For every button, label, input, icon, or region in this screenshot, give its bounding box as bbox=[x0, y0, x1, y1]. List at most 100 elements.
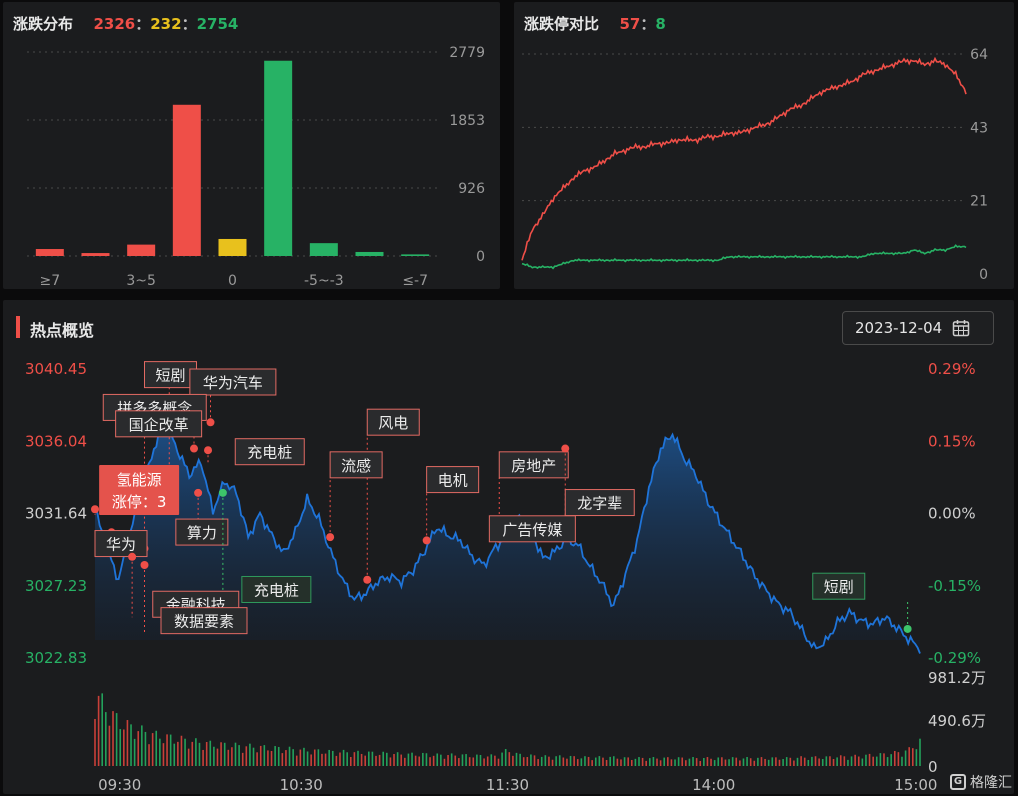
event-label: 氢能源 bbox=[117, 471, 162, 489]
volume-bar bbox=[285, 750, 287, 766]
volume-bar bbox=[627, 757, 629, 766]
volume-bar bbox=[829, 756, 831, 766]
dist-xtick: ≤-7 bbox=[402, 273, 428, 289]
volume-bar bbox=[393, 754, 395, 766]
volume-bar bbox=[476, 754, 478, 766]
volume-bar bbox=[429, 757, 431, 766]
volume-bar bbox=[850, 756, 853, 766]
volume-bar bbox=[231, 747, 233, 766]
volume-bar bbox=[735, 757, 738, 766]
volume-bar bbox=[540, 756, 543, 766]
volume-bar bbox=[659, 760, 662, 766]
volume-bar bbox=[883, 753, 885, 766]
volume-bar bbox=[537, 759, 539, 766]
volume-bar bbox=[472, 757, 475, 766]
dist-ytick: 2779 bbox=[449, 45, 485, 61]
volume-bar bbox=[432, 755, 435, 766]
volume-bar bbox=[317, 749, 320, 766]
volume-bar bbox=[857, 756, 860, 766]
volume-bar bbox=[724, 759, 727, 766]
event-label: 风电 bbox=[378, 414, 408, 432]
volume-bar bbox=[764, 758, 766, 766]
volume-bar bbox=[177, 741, 179, 766]
volume-bar bbox=[580, 758, 583, 766]
event-label: 龙字辈 bbox=[577, 495, 622, 513]
event-box bbox=[329, 451, 383, 479]
rise-fall-title: 涨跌分布 2326：232：2754 bbox=[13, 13, 238, 34]
event-box bbox=[189, 368, 277, 396]
volume-bar bbox=[551, 759, 554, 766]
volume-bar bbox=[295, 755, 298, 766]
down-count: 2754 bbox=[196, 15, 239, 33]
volume-bar bbox=[771, 757, 774, 766]
calendar-icon[interactable] bbox=[952, 319, 970, 337]
volume-bar bbox=[656, 758, 658, 766]
volume-bar bbox=[105, 712, 107, 766]
dist-xtick: -5~-3 bbox=[304, 273, 344, 289]
dist-ytick: 926 bbox=[458, 181, 485, 197]
volume-bar bbox=[281, 753, 284, 766]
event-dot bbox=[204, 446, 213, 455]
rise-fall-title-text: 涨跌分布 bbox=[13, 15, 74, 33]
volume-bar bbox=[522, 757, 525, 766]
volume-bar bbox=[591, 760, 593, 766]
volume-bar bbox=[115, 713, 118, 766]
volume-bar bbox=[836, 757, 838, 766]
event-box bbox=[564, 489, 635, 517]
volume-bar bbox=[685, 760, 687, 766]
volume-bar bbox=[688, 758, 691, 766]
volume-bar bbox=[919, 738, 921, 766]
volume-bar bbox=[267, 750, 269, 766]
volume-bar bbox=[609, 756, 611, 766]
event-label: 数据要素 bbox=[174, 613, 234, 631]
volume-bar bbox=[782, 759, 784, 766]
volume-bar bbox=[800, 756, 802, 766]
event-box bbox=[812, 572, 866, 600]
volume-bar bbox=[742, 758, 745, 766]
dist-xtick: 0 bbox=[228, 273, 237, 289]
volume-bar bbox=[101, 693, 104, 766]
colon-1: ： bbox=[135, 15, 151, 33]
event-label: 广告传媒 bbox=[502, 521, 562, 539]
volume-bar bbox=[418, 756, 421, 766]
event-box bbox=[426, 466, 480, 494]
volume-bar bbox=[807, 759, 810, 766]
volume-bar bbox=[501, 752, 503, 766]
volume-bar bbox=[306, 751, 309, 766]
volume-bar bbox=[263, 745, 266, 766]
date-picker[interactable]: 2023-12-04 bbox=[842, 311, 994, 345]
hot-xtick: 15:00 bbox=[894, 776, 937, 794]
volume-bar bbox=[638, 757, 640, 766]
volume-bar bbox=[468, 757, 471, 766]
volume-bar bbox=[292, 749, 294, 766]
volume-bar bbox=[422, 752, 424, 766]
volume-bar bbox=[364, 755, 366, 766]
volume-bar bbox=[396, 752, 399, 766]
event-label: 华为汽车 bbox=[203, 374, 263, 392]
volume-bar bbox=[252, 747, 255, 766]
volume-bar bbox=[382, 751, 385, 766]
event-dot bbox=[91, 505, 99, 514]
event-box bbox=[115, 410, 203, 438]
event-dot bbox=[561, 444, 570, 453]
dist-xtick: ≥7 bbox=[40, 273, 61, 289]
rise-fall-distribution-panel: 涨跌分布 2326：232：2754 2779 1853 926 0 ≥7 3~5 0 -5~… bbox=[3, 2, 500, 289]
volume-bar bbox=[533, 755, 536, 766]
dist-bar-1 bbox=[81, 253, 110, 256]
volume-bar bbox=[605, 759, 608, 766]
colon-3: ： bbox=[640, 15, 656, 33]
volume-bar bbox=[760, 757, 763, 766]
hot-ytick-right: -0.29% bbox=[928, 649, 981, 667]
volume-bar bbox=[274, 746, 276, 766]
volume-bar bbox=[195, 738, 197, 766]
volume-bar bbox=[663, 757, 666, 766]
volume-bar bbox=[785, 757, 788, 766]
volume-bar bbox=[310, 754, 312, 766]
volume-bar bbox=[778, 759, 781, 766]
volume-bar bbox=[573, 756, 575, 766]
volume-bar bbox=[904, 750, 907, 766]
volume-bar bbox=[303, 747, 305, 766]
hot-ytick-right: -0.15% bbox=[928, 577, 981, 595]
volume-bar bbox=[519, 753, 521, 766]
